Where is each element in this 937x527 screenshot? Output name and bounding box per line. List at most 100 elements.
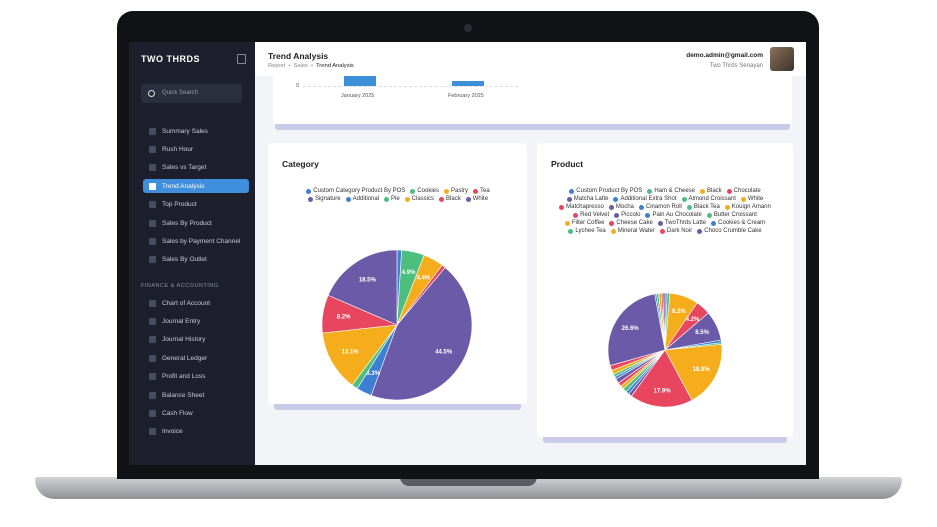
legend-item[interactable]: Mocha (608, 204, 634, 210)
legend-item[interactable]: Additional Extra Shot (613, 196, 677, 202)
legend-item[interactable]: Additional (345, 196, 379, 202)
legend-item[interactable]: Chocolate (726, 188, 761, 194)
outlet-name[interactable]: Two Thrds Senayan (709, 63, 763, 69)
legend-item[interactable]: Filter Coffee (564, 220, 604, 226)
bar-fragment (344, 76, 376, 86)
legend-swatch (439, 196, 445, 202)
menu-item[interactable]: Chart of Account (143, 296, 249, 310)
menu-item[interactable]: Sales vs Target (143, 161, 249, 175)
logout-icon[interactable] (237, 54, 246, 64)
legend-swatch (724, 204, 730, 210)
legend: Custom Product By POS Ham & Cheese Black Ch… (555, 188, 775, 234)
legend-item[interactable]: TwoThrds Latte (657, 220, 706, 226)
pie-slice[interactable] (327, 249, 398, 326)
search-box[interactable]: Quick Search (141, 84, 242, 103)
legend-item[interactable]: Choco Crumble Cake (697, 228, 762, 234)
legend-label: Black (446, 196, 461, 202)
avatar[interactable] (770, 47, 794, 71)
legend-item[interactable]: Matchapresso (559, 204, 604, 210)
legend-item[interactable]: White (465, 196, 488, 202)
breadcrumb-item: Trend Analysis (315, 63, 354, 69)
menu-icon (149, 237, 156, 245)
data-label: 13.1% (342, 349, 360, 355)
menu-item[interactable]: Cash Flow (143, 406, 249, 420)
legend-label: Dark Noir (666, 228, 693, 234)
data-label: 4.4% (416, 275, 430, 281)
menu-label: Cash Flow (162, 409, 193, 417)
legend-item[interactable]: Lychee Tea (568, 228, 606, 234)
pie-slice[interactable] (664, 344, 723, 401)
legend-item[interactable]: Piccolo (614, 212, 640, 218)
legend-label: Cookies (417, 188, 440, 194)
menu-icon (149, 373, 156, 381)
menu-item[interactable]: Invoice (143, 425, 249, 439)
legend-item[interactable]: Pastry (444, 188, 468, 194)
menu-label: Top Product (162, 201, 197, 209)
menu-icon (149, 219, 156, 227)
menu-item[interactable]: Sales By Product (143, 216, 249, 230)
legend-item[interactable]: Mineral Water (610, 228, 655, 234)
legend-swatch (345, 196, 351, 202)
menu-item[interactable]: Top Product (143, 198, 249, 212)
breadcrumb: Report • Sales • Trend Analysis (268, 63, 354, 69)
menu-label: Journal Entry (162, 317, 201, 325)
legend-item[interactable]: Cookies & Cream (711, 220, 765, 226)
data-label: 18.5% (359, 277, 377, 283)
menu-label: Rush Hour (162, 145, 194, 153)
legend-item[interactable]: Signature (307, 196, 341, 202)
pie-slice[interactable] (370, 267, 473, 401)
menu-item[interactable]: Journal Entry (143, 314, 249, 328)
legend-item[interactable]: Pie (384, 196, 400, 202)
menu-item[interactable]: Trend Analysis (143, 179, 249, 194)
pie-slice[interactable] (607, 293, 666, 366)
legend-swatch (384, 196, 389, 202)
legend-label: Cheese Cake (616, 220, 653, 226)
menu-item[interactable]: General Ledger (143, 351, 249, 365)
legend-item[interactable]: Pain Au Chocolate (645, 212, 702, 218)
legend-item[interactable]: Dark Noir (659, 228, 693, 234)
menu-icon (149, 391, 156, 399)
menu-item[interactable]: Summary Sales (143, 124, 249, 138)
legend-swatch (404, 196, 410, 202)
legend-item[interactable]: Almond Croissant (681, 196, 736, 202)
legend-swatch (410, 188, 416, 194)
pie-slice[interactable] (631, 349, 693, 408)
legend-item[interactable]: Ham & Cheese (647, 188, 695, 194)
legend-label: Chocolate (733, 188, 761, 194)
legend-item[interactable]: Custom Category Product By POS (306, 188, 405, 194)
menu-item[interactable]: Balance Sheet (143, 388, 249, 402)
legend-item[interactable]: Black (700, 188, 722, 194)
data-label: 17.9% (654, 389, 672, 395)
legend-item[interactable]: Black (439, 196, 461, 202)
menu-label: Summary Sales (162, 127, 208, 135)
legend-item[interactable]: Classics (404, 196, 434, 202)
legend-label: Matchapresso (566, 204, 604, 210)
pie-slice[interactable] (322, 324, 398, 386)
legend-swatch (681, 196, 687, 202)
section-title: FINANCE & ACCOUNTING (141, 283, 219, 289)
legend-label: Mineral Water (617, 228, 655, 234)
menu-item[interactable]: Profit and Loss (143, 370, 249, 384)
legend-label: Almond Croissant (688, 196, 736, 202)
legend-item[interactable]: Tea (473, 188, 490, 194)
legend-item[interactable]: Butter Croissant (706, 212, 757, 218)
legend-item[interactable]: Red Velvet (573, 212, 609, 218)
legend-item[interactable]: Black Tea (686, 204, 720, 210)
legend-swatch (564, 220, 570, 226)
breadcrumb-item[interactable]: Report (268, 63, 286, 69)
card-shadow (543, 437, 787, 443)
legend-item[interactable]: White (740, 196, 763, 202)
pie-slice[interactable] (662, 292, 666, 351)
menu-item[interactable]: Sales By Outlet (143, 253, 249, 267)
menu-item[interactable]: Rush Hour (143, 142, 249, 156)
legend-item[interactable]: Cinamon Roll (638, 204, 682, 210)
breadcrumb-item[interactable]: Sales (293, 63, 308, 69)
legend-item[interactable]: Cookies (410, 188, 439, 194)
menu-item[interactable]: Sales by Payment Channel (143, 234, 249, 248)
legend-item[interactable]: Custom Product By POS (569, 188, 642, 194)
legend-swatch (609, 220, 615, 226)
legend-item[interactable]: Kouign Amann (724, 204, 771, 210)
legend-item[interactable]: Cheese Cake (609, 220, 653, 226)
menu-item[interactable]: Journal History (143, 333, 249, 347)
legend-item[interactable]: Matcha Latte (566, 196, 608, 202)
